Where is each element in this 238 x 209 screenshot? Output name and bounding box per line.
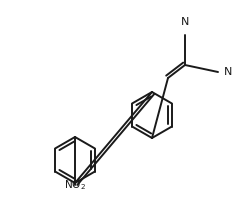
- Text: N: N: [224, 67, 232, 77]
- Text: N: N: [181, 17, 189, 27]
- Text: NO$_2$: NO$_2$: [64, 178, 86, 192]
